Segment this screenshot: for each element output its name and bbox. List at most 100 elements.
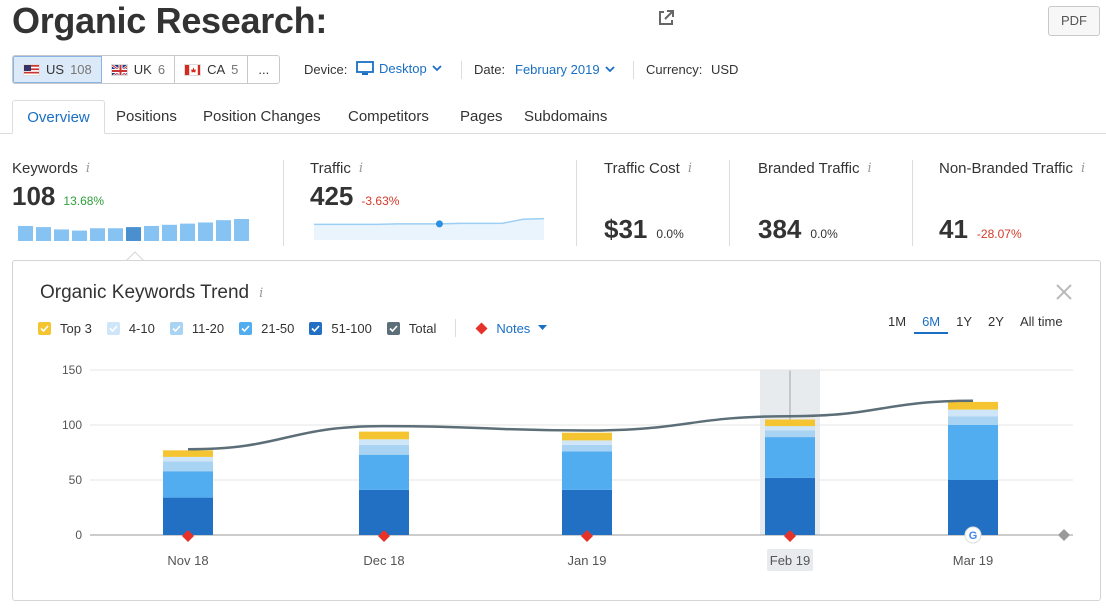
keywords-metric-label: Keywords i: [12, 160, 91, 177]
bar-segment-21-50: [765, 437, 815, 478]
bar-segment-top-3: [163, 450, 213, 457]
db-button-us[interactable]: US 108: [13, 56, 102, 83]
bar-segment-4-10: [163, 456, 213, 462]
legend-4-10[interactable]: 4-10: [106, 321, 155, 336]
legend-top3[interactable]: Top 3: [38, 321, 92, 336]
tab-subdomains[interactable]: Subdomains: [524, 108, 608, 125]
caret-down-icon: [538, 325, 548, 330]
desktop-icon: [356, 61, 374, 75]
chevron-down-icon: [604, 66, 615, 73]
tab-overview[interactable]: Overview: [12, 100, 105, 134]
x-tick-label: Dec 18: [363, 553, 404, 568]
divider: [729, 160, 730, 246]
range-selector: 1M 6M 1Y 2Y All time: [880, 314, 1071, 334]
bar-segment-51-100: [765, 477, 815, 535]
currency-value: USD: [711, 62, 739, 77]
y-tick-label: 150: [62, 363, 82, 377]
ca-flag-icon: [184, 63, 202, 76]
total-line: [187, 399, 974, 451]
bar-segment-11-20: [948, 416, 998, 425]
range-2y[interactable]: 2Y: [988, 314, 1004, 329]
pdf-export-button[interactable]: PDF: [1048, 6, 1100, 36]
device-label: Device:: [304, 62, 348, 77]
legend-11-20[interactable]: 11-20: [169, 321, 224, 336]
keywords-trend-chart[interactable]: 0 50 100 150 Nov 18 Dec 18 Jan 19 Feb 19 Mar 19 G: [0, 350, 1106, 580]
bar-segment-4-10: [948, 409, 998, 417]
info-icon[interactable]: i: [867, 161, 872, 176]
sparkline-bar: [72, 230, 87, 241]
traffic-sparkline[interactable]: [313, 214, 545, 242]
db-code: US: [46, 62, 65, 77]
tab-competitors[interactable]: Competitors: [348, 108, 429, 125]
sparkline-bar: [144, 225, 159, 241]
device-dropdown[interactable]: Desktop: [356, 61, 442, 76]
close-icon[interactable]: [1054, 282, 1074, 302]
legend-51-100[interactable]: 51-100: [309, 321, 372, 336]
range-all-time[interactable]: All time: [1019, 314, 1063, 329]
db-count: 5: [231, 62, 239, 77]
chevron-down-icon: [432, 65, 442, 72]
range-6m[interactable]: 6M: [914, 314, 949, 334]
info-icon[interactable]: i: [358, 161, 364, 176]
keywords-value: 108: [12, 181, 56, 211]
note-marker: [784, 530, 796, 542]
info-icon[interactable]: i: [1080, 161, 1086, 176]
db-button-ca[interactable]: CA 5: [175, 56, 249, 83]
bar-segment-4-10: [765, 426, 815, 431]
note-marker: [378, 530, 390, 542]
branded-traffic-metric: 384 0.0%: [758, 214, 838, 245]
info-icon[interactable]: i: [85, 161, 91, 176]
checkbox-icon: [239, 321, 253, 335]
google-icon-glyph: G: [969, 530, 978, 542]
info-icon[interactable]: i: [259, 285, 264, 301]
traffic-change: -3.63%: [361, 194, 400, 208]
bar-segment-51-100: [562, 489, 612, 535]
bar-segment-51-100: [163, 497, 213, 535]
range-1m[interactable]: 1M: [888, 314, 907, 329]
more-databases-button[interactable]: ...: [248, 56, 280, 83]
date-label: Date:: [474, 62, 506, 77]
tab-positions[interactable]: Positions: [116, 108, 177, 125]
notes-dropdown[interactable]: Notes: [475, 321, 548, 336]
trend-title: Organic Keywords Trend i: [40, 282, 264, 303]
bar-segment-11-20: [163, 461, 213, 472]
x-label-highlight: [767, 549, 813, 571]
checkbox-icon: [106, 321, 120, 335]
legend-total[interactable]: Total: [386, 321, 436, 336]
checkbox-icon: [309, 321, 323, 335]
db-button-uk[interactable]: UK 6: [101, 56, 176, 83]
x-tick-label: Mar 19: [953, 553, 993, 568]
db-code: UK: [133, 62, 152, 77]
bar-segment-11-20: [765, 430, 815, 438]
bar-segment-21-50: [163, 471, 213, 498]
traffic-metric-label: Traffic i: [310, 160, 364, 177]
keywords-change: 13.68%: [63, 194, 105, 208]
bar-segment-top-3: [765, 419, 815, 427]
traffic-cost-metric: $31 0.0%: [604, 214, 684, 245]
db-count: 108: [70, 62, 92, 77]
tabs-divider: [0, 133, 1106, 134]
tab-position-changes[interactable]: Position Changes: [203, 108, 321, 125]
bar-segment-21-50: [948, 425, 998, 480]
bar-segment-top-3: [562, 432, 612, 441]
x-tick-label: Feb 19: [770, 553, 810, 568]
divider: [912, 160, 913, 246]
sparkline-bar: [126, 227, 141, 241]
bar-segment-51-100: [948, 480, 998, 535]
sparkline-bar: [108, 228, 123, 241]
sparkline-bar: [234, 219, 249, 241]
range-1y[interactable]: 1Y: [956, 314, 973, 329]
keywords-sparkline[interactable]: [18, 218, 250, 242]
note-diamond-icon: [475, 322, 488, 334]
sparkline-bar: [90, 228, 105, 241]
currency-label: Currency:: [646, 62, 703, 77]
external-link-icon[interactable]: [656, 8, 676, 28]
legend-21-50[interactable]: 21-50: [239, 321, 294, 336]
bar-segment-top-3: [359, 431, 409, 440]
database-selector: US 108 UK 6 CA 5: [12, 55, 281, 84]
date-dropdown[interactable]: February 2019: [515, 62, 615, 77]
tab-pages[interactable]: Pages: [460, 108, 503, 125]
note-marker: [581, 530, 593, 542]
info-icon[interactable]: i: [687, 161, 693, 176]
bar-segment-21-50: [359, 454, 409, 490]
